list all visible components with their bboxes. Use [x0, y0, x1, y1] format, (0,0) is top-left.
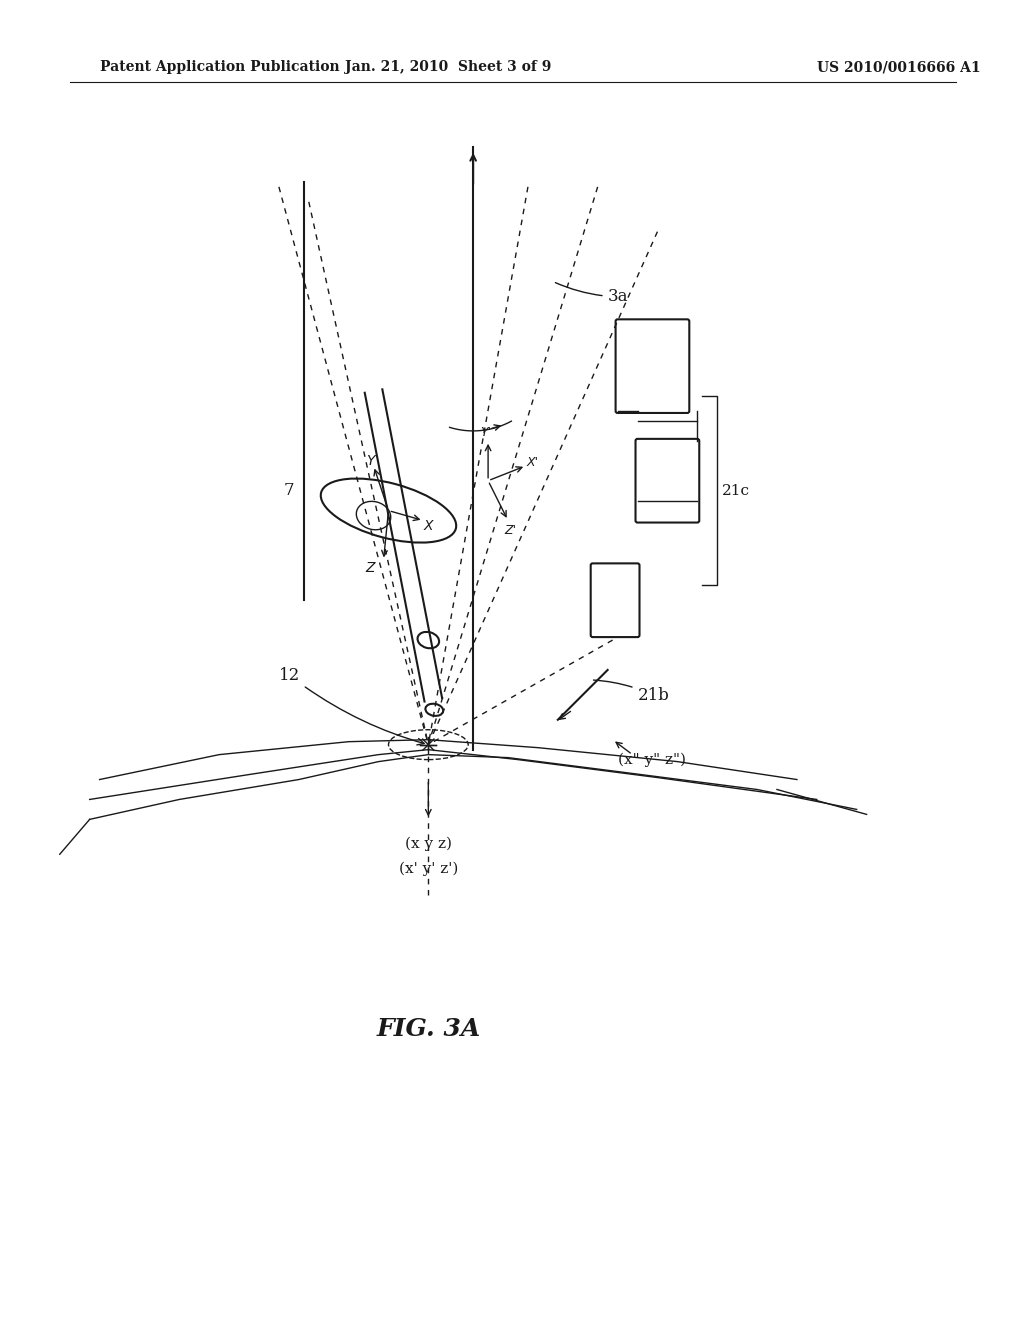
- Text: US 2010/0016666 A1: US 2010/0016666 A1: [817, 61, 980, 74]
- Text: X': X': [527, 457, 539, 470]
- Text: Z: Z: [366, 561, 376, 576]
- Text: (x' y' z'): (x' y' z'): [398, 862, 458, 876]
- Text: 7: 7: [284, 482, 295, 499]
- Text: 12: 12: [279, 667, 424, 744]
- Text: 3a: 3a: [555, 282, 628, 305]
- Text: Y: Y: [367, 454, 375, 467]
- Text: X: X: [424, 519, 433, 532]
- Text: Y': Y': [480, 426, 492, 440]
- Text: FIG. 3A: FIG. 3A: [376, 1016, 480, 1040]
- Text: (x y z): (x y z): [404, 837, 452, 851]
- Text: (x" y" z"): (x" y" z"): [618, 752, 686, 767]
- Text: 21b: 21b: [594, 680, 670, 704]
- Text: Z': Z': [504, 524, 516, 537]
- Text: 21c: 21c: [722, 483, 751, 498]
- Text: Patent Application Publication: Patent Application Publication: [99, 61, 339, 74]
- Text: Jan. 21, 2010  Sheet 3 of 9: Jan. 21, 2010 Sheet 3 of 9: [345, 61, 552, 74]
